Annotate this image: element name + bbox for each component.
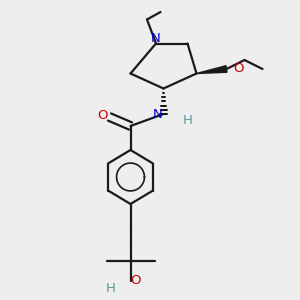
- Polygon shape: [196, 66, 227, 74]
- Text: O: O: [233, 62, 244, 76]
- Text: H: H: [106, 282, 116, 296]
- Text: N: N: [151, 32, 161, 45]
- Text: N: N: [153, 107, 163, 121]
- Text: O: O: [131, 274, 141, 287]
- Text: H: H: [183, 113, 192, 127]
- Text: O: O: [98, 109, 108, 122]
